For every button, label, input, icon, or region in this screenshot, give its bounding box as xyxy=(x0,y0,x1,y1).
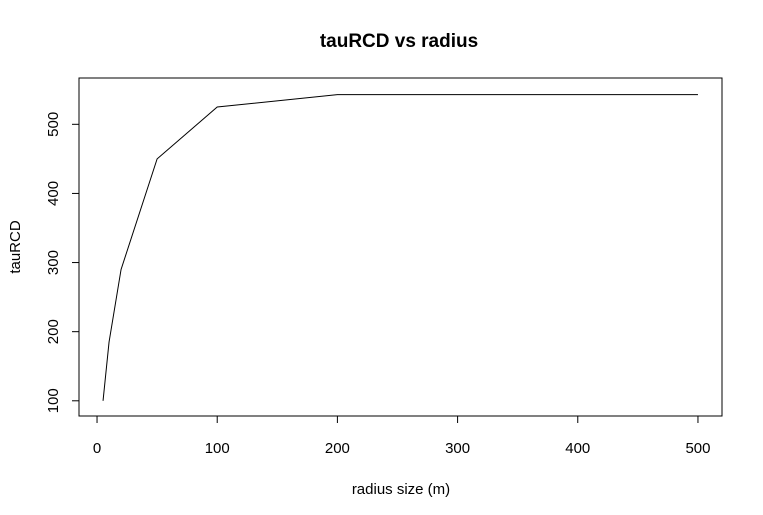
y-tick-label: 100 xyxy=(45,388,62,413)
x-tick-label: 100 xyxy=(205,440,230,457)
y-tick-label: 500 xyxy=(45,112,62,137)
x-axis-label: radius size (m) xyxy=(352,481,450,498)
y-tick-label: 400 xyxy=(45,181,62,206)
series-line xyxy=(102,94,698,401)
y-axis: 100 200 300 400 500 xyxy=(45,112,80,413)
x-axis: 0 100 200 300 400 500 xyxy=(93,415,710,457)
plot-frame xyxy=(78,77,723,417)
x-tick-label: 400 xyxy=(565,440,590,457)
y-tick-label: 300 xyxy=(45,250,62,275)
y-tick-label: 200 xyxy=(45,319,62,344)
series-layer xyxy=(102,94,698,401)
x-tick-label: 0 xyxy=(93,440,101,457)
chart-title: tauRCD vs radius xyxy=(320,31,478,52)
x-tick-label: 200 xyxy=(325,440,350,457)
x-tick-label: 300 xyxy=(445,440,470,457)
x-tick-label: 500 xyxy=(685,440,710,457)
y-axis-label: tauRCD xyxy=(7,220,24,274)
